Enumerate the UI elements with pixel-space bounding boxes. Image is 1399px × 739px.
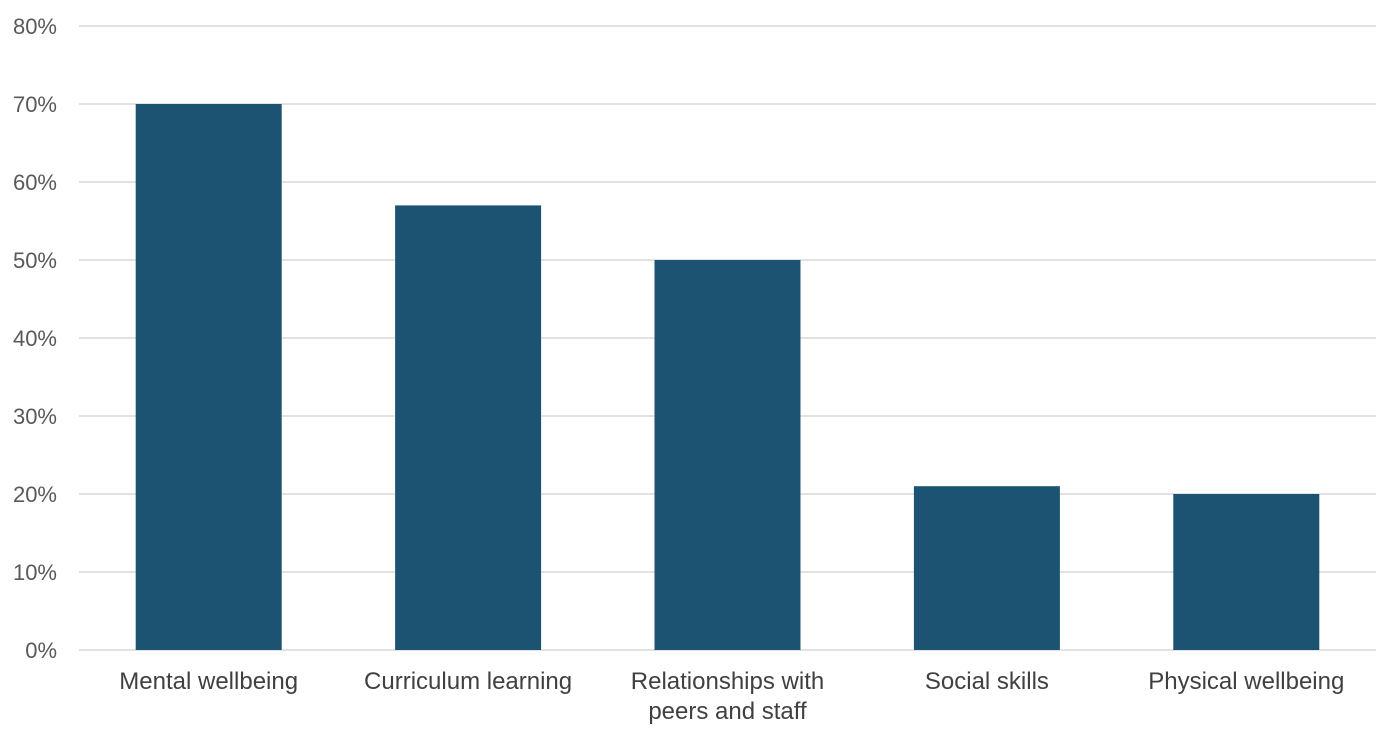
- x-tick-label: peers and staff: [648, 698, 807, 725]
- y-tick-label: 10%: [13, 560, 57, 585]
- y-tick-label: 20%: [13, 482, 57, 507]
- bar: [395, 205, 542, 650]
- y-tick-label: 0%: [25, 638, 57, 663]
- x-tick-label: Physical wellbeing: [1148, 668, 1344, 695]
- y-tick-label: 50%: [13, 248, 57, 273]
- bar: [913, 486, 1060, 650]
- bar: [1173, 494, 1320, 650]
- bar: [135, 104, 282, 650]
- x-axis-labels: Mental wellbeing Curriculum learning Relat…: [119, 668, 1344, 725]
- x-tick-label: Social skills: [925, 668, 1049, 695]
- y-tick-label: 80%: [13, 14, 57, 39]
- bar: [654, 260, 801, 650]
- y-tick-label: 40%: [13, 326, 57, 351]
- x-tick-label: Curriculum learning: [364, 668, 572, 695]
- y-tick-label: 30%: [13, 404, 57, 429]
- y-axis-ticks: 0% 10% 20% 30% 40% 50% 60% 70% 80%: [13, 14, 57, 663]
- x-tick-label: Relationships with: [631, 668, 824, 695]
- bars: [135, 104, 1320, 650]
- y-tick-label: 70%: [13, 92, 57, 117]
- x-tick-label: Mental wellbeing: [119, 668, 298, 695]
- y-tick-label: 60%: [13, 170, 57, 195]
